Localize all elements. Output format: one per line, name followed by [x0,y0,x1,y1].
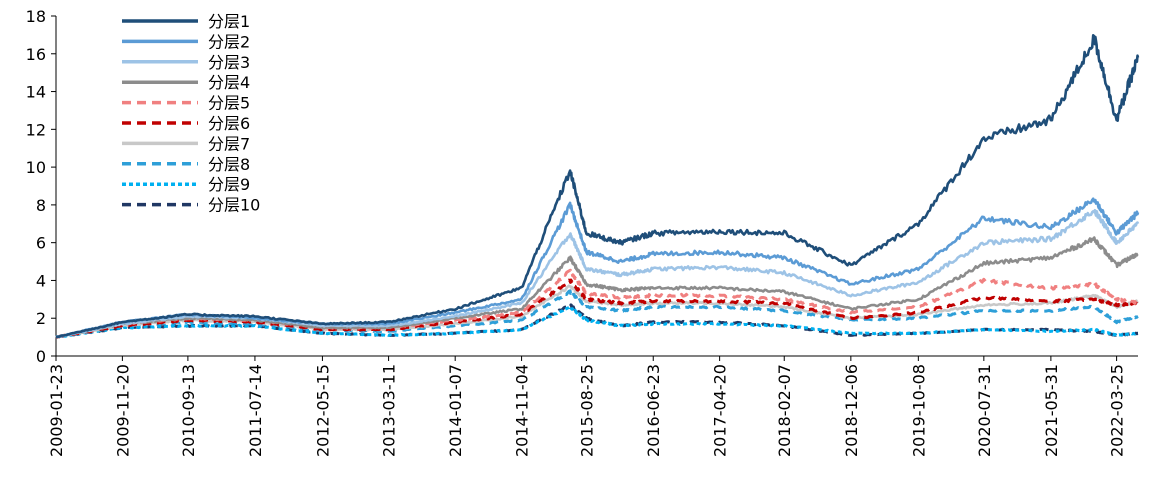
legend-label-7: 分层7 [208,134,250,153]
x-tick-label: 2013-03-11 [380,364,399,457]
legend-label-1: 分层1 [208,12,250,31]
x-tick-label: 2020-07-31 [975,364,994,457]
series-line-4 [55,236,1139,339]
y-tick-label: 18 [26,7,46,26]
x-tick-label: 2014-11-04 [513,364,532,457]
y-tick-label: 8 [36,196,46,215]
y-tick-label: 12 [26,120,46,139]
series-line-5 [55,268,1140,339]
x-tick-label: 2021-05-31 [1042,364,1061,457]
x-tick-label: 2022-03-25 [1108,364,1127,457]
x-tick-label: 2014-01-07 [446,364,465,457]
x-tick-label: 2019-10-08 [909,364,928,457]
x-tick-label: 2015-08-25 [577,364,596,457]
legend-label-5: 分层5 [208,94,250,113]
x-tick-label: 2016-06-23 [644,364,663,457]
series-line-6 [55,278,1140,339]
y-tick-label: 16 [26,45,46,64]
y-tick-label: 10 [26,158,46,177]
y-tick-label: 4 [36,271,46,290]
legend-label-8: 分层8 [208,155,250,174]
y-tick-label: 14 [26,83,46,102]
legend-label-10: 分层10 [208,196,260,215]
x-tick-label: 2012-05-15 [313,364,332,457]
y-tick-label: 2 [36,309,46,328]
x-tick-label: 2010-09-13 [179,364,198,457]
x-tick-label: 2017-04-20 [711,364,730,457]
legend-label-4: 分层4 [208,73,250,92]
x-tick-label: 2018-02-07 [775,364,794,457]
legend-label-3: 分层3 [208,53,250,72]
series-line-9 [55,304,1139,339]
legend-label-9: 分层9 [208,175,250,194]
x-tick-label: 2011-07-14 [246,364,265,457]
legend-label-6: 分层6 [208,114,250,133]
y-tick-label: 0 [36,347,46,366]
series-line-1 [55,33,1140,339]
x-tick-label: 2018-12-06 [842,364,861,457]
y-tick-label: 6 [36,234,46,253]
x-tick-label: 2009-01-23 [47,364,66,457]
legend-label-2: 分层2 [208,32,250,51]
x-tick-label: 2009-11-20 [113,364,132,457]
axes: 0 2 4 6 8 10 12 14 16 18 2009-01-23 2009-11-20 2010-… [26,7,1138,457]
series-layer [55,33,1140,339]
